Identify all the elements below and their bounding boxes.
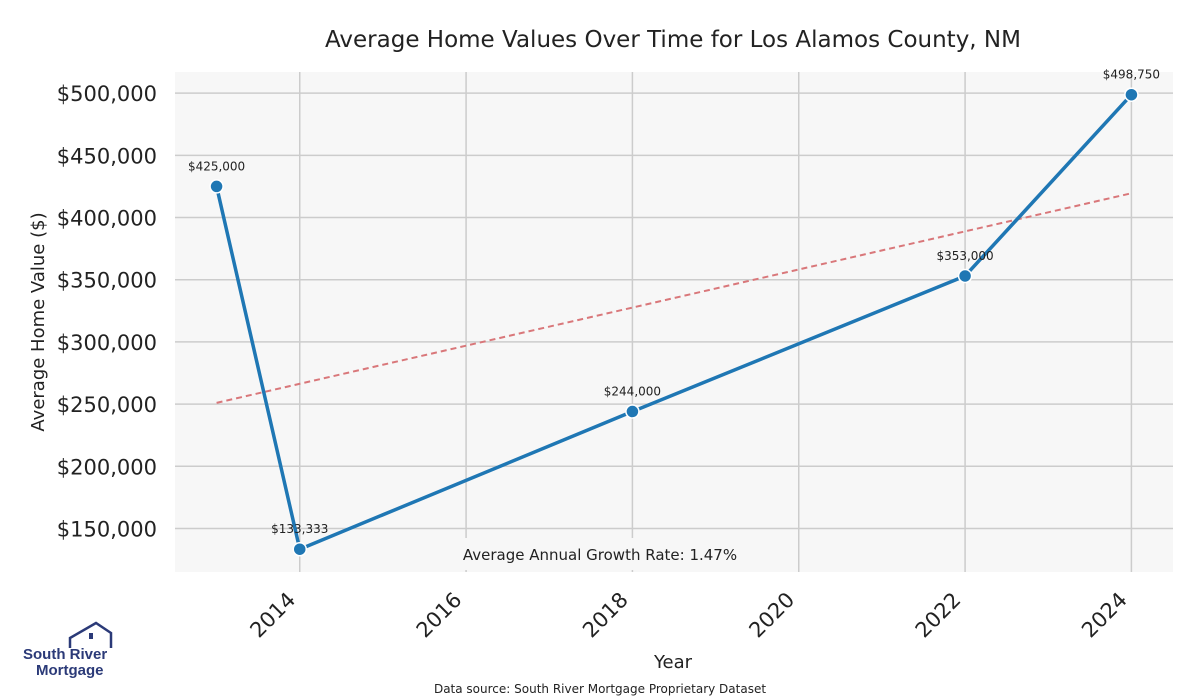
y-axis-ticks: $150,000 $200,000 $250,000 $300,000 $350,000… <box>57 82 157 541</box>
data-label: $244,000 <box>604 385 661 399</box>
house-roof-icon <box>68 621 113 648</box>
data-point <box>209 179 224 194</box>
y-tick-label: $450,000 <box>57 144 157 168</box>
logo-line-2: Mortgage <box>36 662 104 679</box>
x-axis-title: Year <box>653 652 693 673</box>
data-point <box>957 268 973 284</box>
data-label: $425,000 <box>188 159 245 173</box>
data-label: $498,750 <box>1103 68 1160 82</box>
grid <box>175 72 1173 572</box>
data-label: $353,000 <box>936 249 993 263</box>
y-tick-label: $350,000 <box>57 269 157 293</box>
growth-rate-box <box>452 538 748 570</box>
y-tick-label: $200,000 <box>57 455 157 479</box>
data-point <box>1124 87 1139 102</box>
data-label: $133,333 <box>271 522 328 536</box>
plot-area <box>175 72 1173 572</box>
x-tick-label: 2020 <box>744 588 799 643</box>
growth-rate-annotation: Average Annual Growth Rate: 1.47% <box>452 538 748 570</box>
trend-line-group <box>216 192 1132 404</box>
logo-line-1: South River <box>23 646 107 663</box>
company-logo: South River Mortgage <box>23 621 113 679</box>
series-group: $425,000 $133,333 $244,000 $353,000 $498,750 <box>188 68 1160 557</box>
growth-rate-text: Average Annual Growth Rate: 1.47% <box>463 546 737 564</box>
y-tick-label: $300,000 <box>57 331 157 355</box>
x-tick-label: 2016 <box>412 588 467 643</box>
y-tick-label: $250,000 <box>57 393 157 417</box>
trend-line <box>216 192 1132 404</box>
y-tick-label: $150,000 <box>57 517 157 541</box>
x-tick-label: 2018 <box>578 588 633 643</box>
data-point <box>292 541 307 557</box>
house-window-icon <box>89 633 93 639</box>
y-tick-label: $400,000 <box>57 207 157 231</box>
x-tick-label: 2014 <box>245 588 300 643</box>
x-tick-label: 2022 <box>911 588 966 643</box>
x-axis-ticks: 2014 2016 2018 2020 2022 2024 <box>245 588 1131 643</box>
y-tick-label: $500,000 <box>57 82 157 106</box>
y-axis-title: Average Home Value ($) <box>28 212 49 431</box>
chart-title: Average Home Values Over Time for Los Al… <box>325 27 1021 53</box>
data-source-note: Data source: South River Mortgage Propri… <box>434 682 766 696</box>
x-tick-label: 2024 <box>1077 588 1132 643</box>
data-point <box>625 404 640 419</box>
